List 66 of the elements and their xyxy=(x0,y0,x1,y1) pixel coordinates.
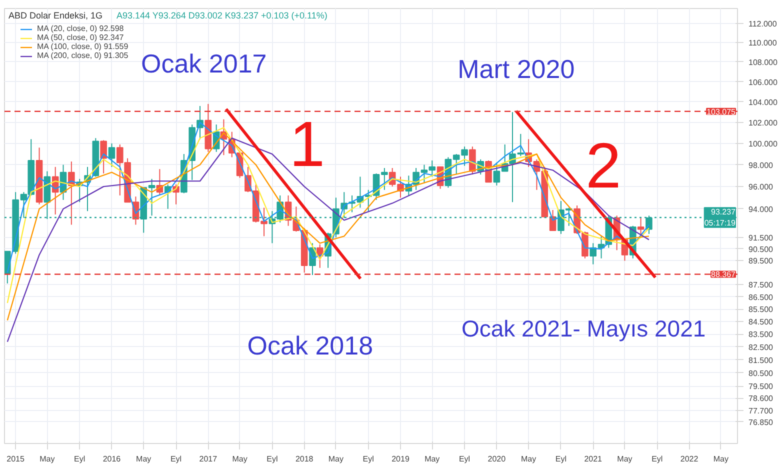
x-tick-label: May xyxy=(521,454,536,464)
candlestick xyxy=(100,140,107,174)
y-tick-label: 80.500 xyxy=(748,368,774,378)
annotation: Ocak 2017 xyxy=(141,48,267,79)
x-tick-label: May xyxy=(713,454,728,464)
annotation: Mart 2020 xyxy=(458,54,575,84)
legend-label: MA (100, close, 0) 91.559 xyxy=(37,42,128,51)
y-tick-label: 79.500 xyxy=(748,382,774,392)
x-tick-label: 2018 xyxy=(295,454,314,464)
y-tick-label: 82.500 xyxy=(748,342,774,352)
x-tick-label: May xyxy=(328,454,344,464)
y-tick-label: 98.000 xyxy=(748,160,774,170)
legend-label: MA (50, close, 0) 92.347 xyxy=(37,33,124,42)
y-tick-label: 112.000 xyxy=(748,20,778,29)
y-tick-label: 78.600 xyxy=(748,394,774,404)
x-tick-label: 2019 xyxy=(392,454,410,464)
x-tick-label: Eyl xyxy=(458,454,470,464)
y-tick-label: 76.850 xyxy=(748,418,774,427)
y-tick-label: 85.500 xyxy=(748,305,774,314)
annotation: Ocak 2021- Mayıs 2021 xyxy=(461,316,706,342)
y-tick-label: 110.000 xyxy=(748,38,778,48)
x-tick-label: Eyl xyxy=(555,454,567,464)
y-tick-label: 108.000 xyxy=(748,58,778,67)
y-tick-label: 106.000 xyxy=(748,78,778,87)
x-tick-label: Eyl xyxy=(266,454,278,464)
y-tick-label: 91.500 xyxy=(748,233,774,242)
y-tick-label: 94.000 xyxy=(748,204,774,214)
x-tick-label: 2022 xyxy=(680,454,699,464)
x-tick-label: May xyxy=(136,454,152,464)
annotation: 1 xyxy=(289,108,326,180)
y-tick-label: 89.500 xyxy=(748,256,774,266)
x-tick-label: May xyxy=(424,454,440,464)
chart-subtitle: A93.144 Y93.264 D93.002 K93.237 +0.103 (+0.11%) xyxy=(116,10,328,20)
x-tick-label: May xyxy=(40,454,55,464)
ref-line-label: 88.367 xyxy=(711,270,736,280)
y-tick-label: 90.500 xyxy=(748,244,774,254)
y-tick-label: 83.500 xyxy=(748,330,774,340)
x-tick-label: 2015 xyxy=(6,454,26,464)
x-tick-label: 2016 xyxy=(102,454,122,464)
y-tick-label: 77.700 xyxy=(748,406,774,416)
y-tick-label: 100.000 xyxy=(748,139,778,148)
x-tick-label: May xyxy=(232,454,248,464)
x-tick-label: 2020 xyxy=(488,454,506,464)
x-tick-label: Eyl xyxy=(170,454,182,464)
y-tick-label: 96.000 xyxy=(748,182,774,192)
y-tick-label: 104.000 xyxy=(748,98,778,107)
y-tick-label: 84.500 xyxy=(748,318,774,327)
annotation: Ocak 2018 xyxy=(247,330,374,361)
legend-label: MA (20, close, 0) 92.598 xyxy=(37,24,124,33)
chart-title: ABD Dolar Endeksi, 1G xyxy=(8,10,103,20)
candlestick xyxy=(108,142,116,168)
ref-line-label: 93.237 05:17:19 xyxy=(704,208,736,228)
candlestick xyxy=(637,217,644,234)
x-tick-label: 2017 xyxy=(199,454,218,464)
x-tick-label: Eyl xyxy=(74,454,86,464)
ref-line-label: 103.075 xyxy=(706,107,736,116)
annotation: 2 xyxy=(586,130,622,202)
y-tick-label: 87.500 xyxy=(748,280,774,290)
y-tick-label: 102.000 xyxy=(748,118,778,128)
x-tick-label: Eyl xyxy=(652,454,663,464)
x-tick-label: 2021 xyxy=(584,454,603,464)
x-tick-label: May xyxy=(617,454,632,464)
x-tick-label: Eyl xyxy=(362,454,374,464)
y-tick-label: 81.500 xyxy=(748,356,774,365)
legend-label: MA (200, close, 0) 91.305 xyxy=(37,51,128,60)
y-tick-label: 86.500 xyxy=(748,292,774,302)
